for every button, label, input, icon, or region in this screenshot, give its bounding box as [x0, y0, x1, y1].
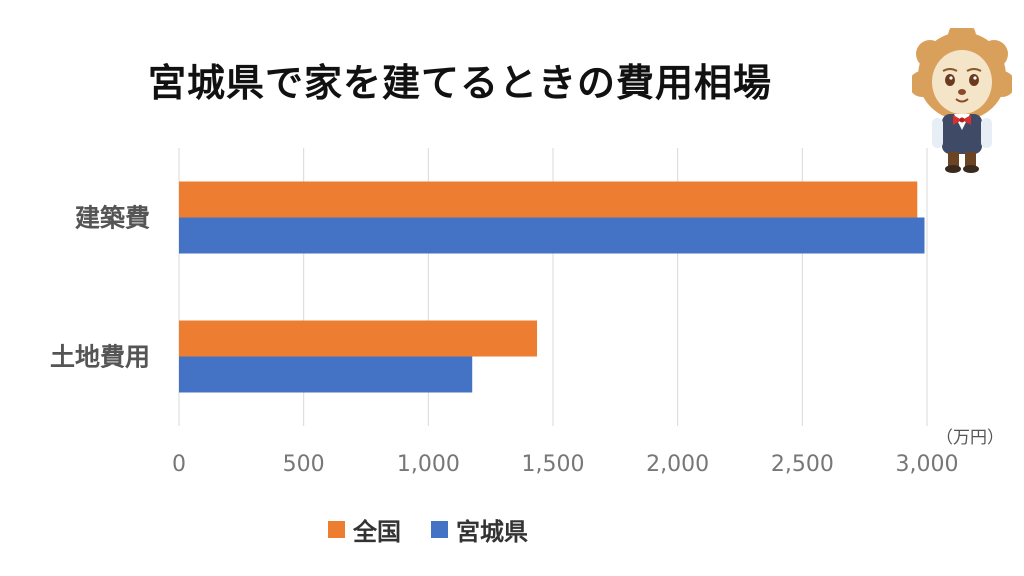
- bar-miyagi-1: [179, 356, 473, 393]
- x-tick-label: 1,500: [522, 452, 585, 477]
- chart-title: 宮城県で家を建てるときの費用相場: [147, 61, 772, 105]
- category-label: 土地費用: [50, 343, 150, 372]
- x-tick-label: 500: [283, 452, 325, 477]
- unit-label: （万円）: [936, 428, 1004, 448]
- legend-swatch-national: [328, 521, 345, 538]
- legend-item-national: 全国: [328, 512, 401, 547]
- x-tick-labels: 0 500 1,000 1,500 2,000 2,500 3,000: [172, 452, 958, 477]
- x-tick-label: 0: [172, 452, 186, 477]
- legend-label-national: 全国: [353, 518, 401, 546]
- bar-national-1: [179, 320, 538, 357]
- x-tick-label: 2,000: [646, 452, 709, 477]
- lion-mascot-icon: [912, 28, 1012, 173]
- x-tick-label: 2,500: [771, 452, 834, 477]
- legend-item-miyagi: 宮城県: [431, 512, 528, 547]
- legend-label-miyagi: 宮城県: [456, 518, 528, 546]
- x-tick-label: 1,000: [397, 452, 460, 477]
- legend: 全国 宮城県: [328, 512, 558, 547]
- x-tick-label: 3,000: [896, 452, 959, 477]
- bars: [179, 181, 925, 393]
- bar-miyagi-0: [179, 217, 925, 254]
- category-label: 建築費: [75, 204, 150, 233]
- legend-swatch-miyagi: [431, 521, 448, 538]
- bar-national-0: [179, 181, 918, 218]
